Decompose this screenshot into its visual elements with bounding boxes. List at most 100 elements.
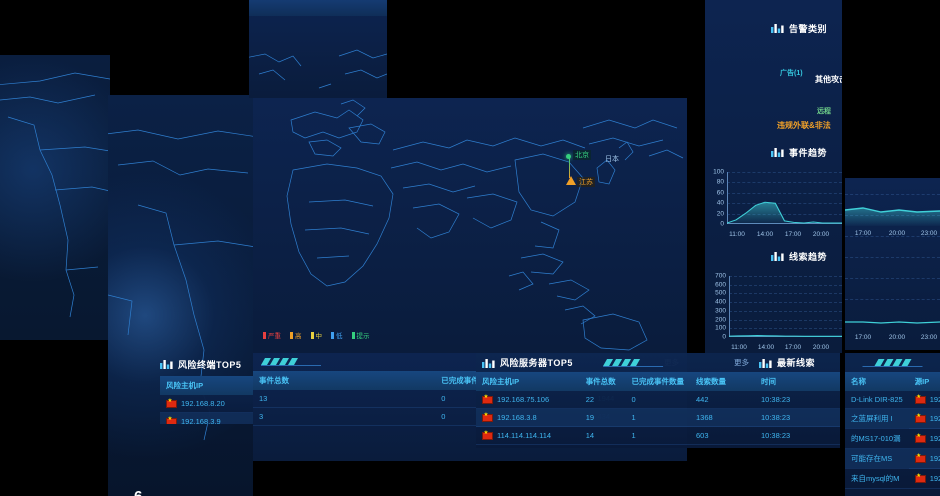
table-row[interactable]: 的MS17-010漏 192.1 xyxy=(845,428,940,450)
stripe-deco-icon xyxy=(602,358,663,367)
event-trend-title: 事件趋势 xyxy=(789,147,828,158)
table-row[interactable]: 603 xyxy=(690,426,755,445)
cell-clue-name: D-Link DIR-825 xyxy=(845,391,909,410)
mask-right-col xyxy=(842,0,845,178)
table-row[interactable]: 10:38:23 xyxy=(755,408,840,427)
flag-cn-icon xyxy=(166,417,177,424)
event-trend-chart[interactable]: 100 80 60 40 20 0 11:00 14:00 17:00 20:0… xyxy=(705,168,842,240)
wordcloud-item-illegal-outbound[interactable]: 违规外联&非法 xyxy=(777,121,831,130)
wordcloud-item-remote[interactable]: 远程 xyxy=(817,108,831,115)
cell-clue-name: 之蓝屏利用 I xyxy=(845,408,909,430)
legend-label-low: 低 xyxy=(336,333,343,340)
risk-terminal-table-left: 风险主机IP 192.168.8.20 192.168.3.9 xyxy=(160,376,253,424)
map-marker-beijing[interactable] xyxy=(566,154,571,159)
event-trend-y-axis xyxy=(727,172,728,224)
flag-cn-icon xyxy=(914,395,926,405)
cell-ip: 192.168.3.8 xyxy=(497,413,537,423)
table-row[interactable]: 192.168.3.8 19 1 xyxy=(476,408,690,428)
event-trend-ytick: 20 xyxy=(716,210,724,218)
right-sidebar-panel: 告警类别 广告(1) 其他攻击 远程 违规外联&非法 事件趋势 xyxy=(705,0,842,353)
clue-trend-ytick: 200 xyxy=(715,316,726,323)
risk-terminal-ip-table: 风险主机IP 192.168.8.20 192.168.3.9 xyxy=(160,376,253,424)
map-fragment-left xyxy=(0,55,110,340)
map-label-japan: 日本 xyxy=(605,156,619,163)
latest-clues-title: 最新线索 xyxy=(777,358,816,368)
map-marker-beijing-label: 北京 xyxy=(573,150,591,160)
map-marker-jiangsu-label: 江苏 xyxy=(577,177,595,187)
mask-top-mid xyxy=(387,0,705,98)
alert-category-wordcloud[interactable]: 广告(1) 其他攻击 远程 违规外联&非法 xyxy=(705,58,842,136)
legend-item-medium: 中 xyxy=(310,330,323,340)
table-row[interactable]: 10:38:23 xyxy=(755,391,840,409)
table-row[interactable]: 1368 xyxy=(690,408,755,427)
flag-cn-icon xyxy=(482,431,493,441)
table-row[interactable]: 10:38:23 xyxy=(755,426,840,445)
flag-cn-icon xyxy=(482,395,493,405)
clue-trend-area xyxy=(729,335,842,337)
cell-clue-name: 的MS17-010漏 xyxy=(845,428,909,450)
map-legend: 严重 高 中 低 提示 xyxy=(263,330,370,340)
col-total-events: 事件总数 xyxy=(253,371,436,390)
bar-chart-icon xyxy=(771,252,784,261)
cell-events: 13 xyxy=(253,390,436,408)
col-risk-host-ip: 风险主机IP xyxy=(476,372,580,391)
cell-events: 22 xyxy=(579,391,626,410)
latest-clues-detail-table: 名称 源IP D-Link DIR-825 192.1 之蓝屏利用 I 192.… xyxy=(845,372,940,490)
latest-clues-head: 最新线索 xyxy=(755,353,840,369)
clue-trend-chart[interactable]: 700 600 500 400 300 200 100 0 11:00 14:0… xyxy=(705,272,842,353)
risk-terminal-header: 风险终端TOP5 xyxy=(160,356,255,374)
cell-source-ip: 192.1 xyxy=(929,434,940,443)
legend-label-critical: 严重 xyxy=(268,333,281,340)
flag-cn-icon xyxy=(482,413,493,423)
bar-chart-icon xyxy=(771,24,784,33)
clue-trend-xtick: 20:00 xyxy=(812,344,830,351)
table-row[interactable]: 可能存在MS 192.1 xyxy=(845,448,940,470)
mask-left-bottom xyxy=(0,340,108,496)
latest-clues-detail-panel: 名称 源IP D-Link DIR-825 192.1 之蓝屏利用 I 192.… xyxy=(845,353,940,496)
cell-ip: 192.168.8.20 xyxy=(181,399,225,408)
globe-stat-top: 6 xyxy=(134,488,142,496)
table-row[interactable]: 442 xyxy=(690,391,755,409)
far-right-xtick: 17:00 xyxy=(854,334,872,341)
cell-time: 10:38:23 xyxy=(755,426,840,445)
mask-right-gap xyxy=(687,448,845,496)
event-trend-xtick: 17:00 xyxy=(784,231,802,238)
wordcloud-item-other-attack[interactable]: 其他攻击 xyxy=(815,75,842,84)
clue-trend-ytick: 300 xyxy=(715,307,726,315)
map-marker-jiangsu-icon[interactable] xyxy=(566,176,576,185)
flag-cn-icon xyxy=(914,434,926,444)
cell-completed: 1 xyxy=(625,426,690,446)
risk-server-more-link[interactable]: 更多 xyxy=(734,358,749,367)
legend-item-low: 低 xyxy=(331,330,343,340)
legend-swatch-high xyxy=(290,331,293,339)
cell-source-ip: 192.1 xyxy=(929,395,940,404)
cell-ip: 192.168.3.9 xyxy=(181,417,221,424)
table-row[interactable]: 114.114.114.114 14 1 xyxy=(476,426,690,446)
clue-trend-title: 线索趋势 xyxy=(789,251,828,262)
clue-trend-ytick: 700 xyxy=(715,272,726,280)
clue-trend-ytick: 600 xyxy=(715,281,726,289)
col-time: 时间 xyxy=(755,372,840,391)
table-row[interactable]: 来自mysql的M 192.1 xyxy=(845,468,940,490)
table-row[interactable]: 192.168.75.106 22 0 xyxy=(476,391,690,410)
table-row[interactable]: D-Link DIR-825 192.1 xyxy=(845,391,940,410)
legend-label-high: 高 xyxy=(295,333,302,340)
flag-cn-icon xyxy=(914,474,926,484)
risk-server-clues-table: 线索数量 442 1368 603 xyxy=(690,372,755,445)
cell-events: 3 xyxy=(253,407,436,426)
clue-trend-head: 线索趋势 xyxy=(705,248,842,264)
risk-server-head: 风险服务器TOP5 xyxy=(476,353,690,369)
cell-clues: 603 xyxy=(690,426,755,445)
table-row[interactable]: 之蓝屏利用 I 192.1 xyxy=(845,408,940,430)
cell-source-ip: 192.1 xyxy=(929,414,940,423)
legend-item-info: 提示 xyxy=(351,330,370,340)
table-row[interactable]: 192.168.8.20 xyxy=(160,395,253,414)
table-row[interactable]: 192.168.3.9 xyxy=(160,412,253,424)
legend-label-medium: 中 xyxy=(315,333,323,340)
wordcloud-item-ad[interactable]: 广告(1) xyxy=(780,70,803,77)
bar-chart-icon xyxy=(759,358,772,368)
clue-trend-xtick: 17:00 xyxy=(784,344,802,351)
world-map-panel[interactable]: 北京 江苏 日本 严重 高 中 低 提示 xyxy=(253,98,687,353)
cell-clue-name: 可能存在MS xyxy=(845,448,909,470)
event-trend-ytick: 0 xyxy=(720,220,724,228)
